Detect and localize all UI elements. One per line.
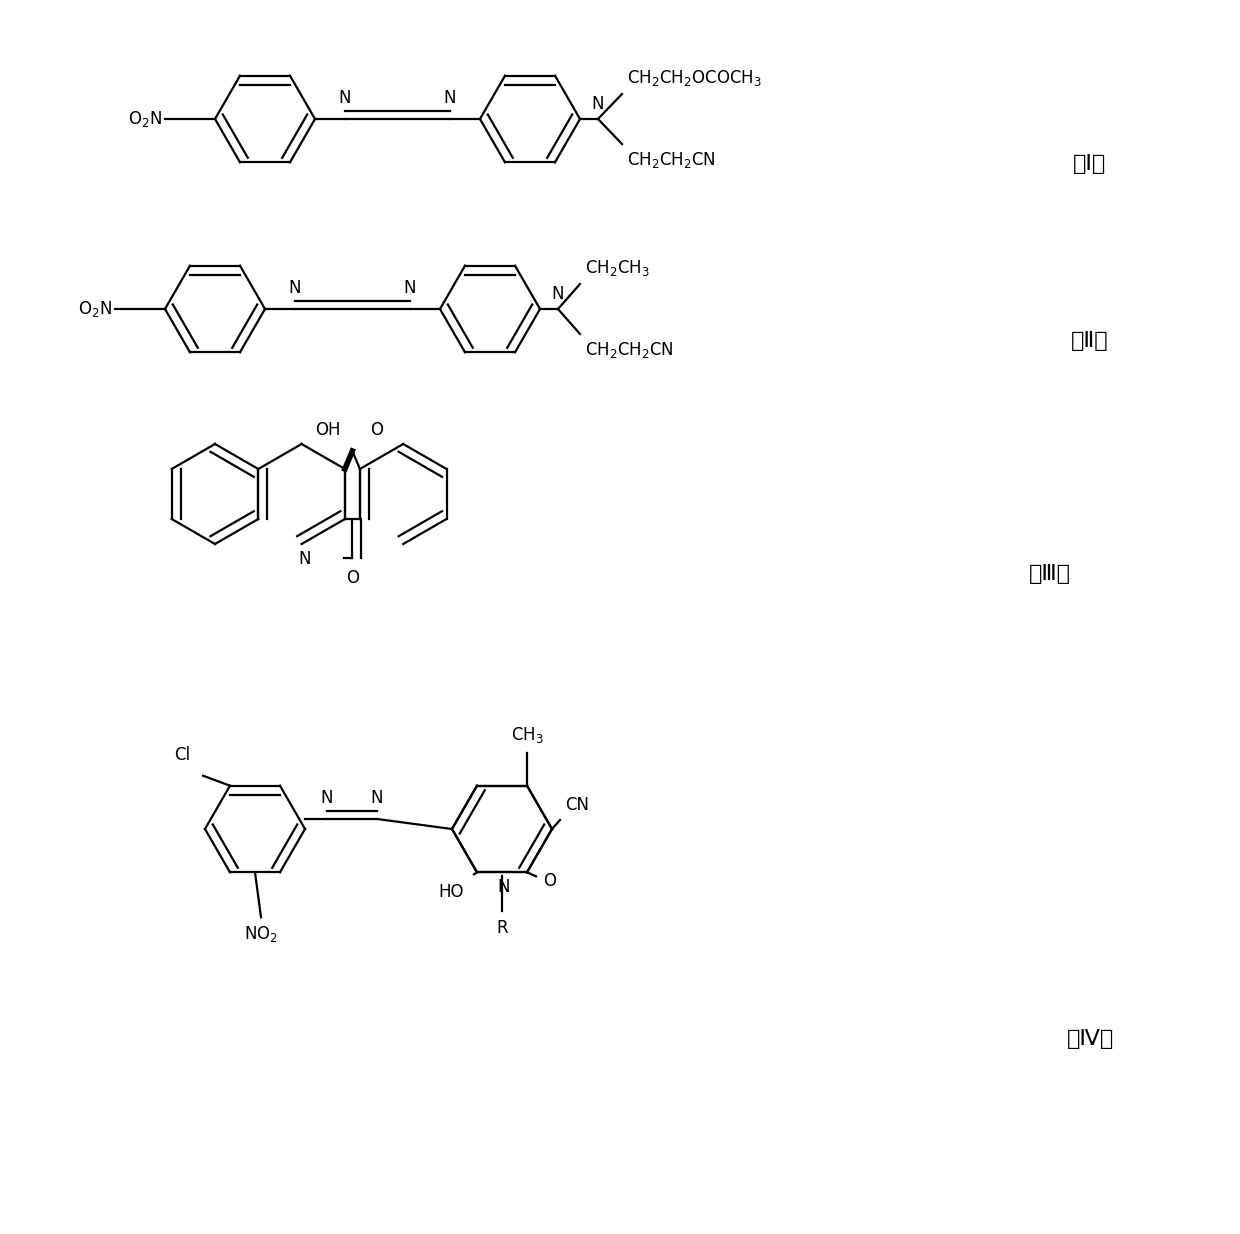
Text: （Ⅰ）: （Ⅰ） <box>1074 154 1106 174</box>
Text: OH: OH <box>315 421 341 439</box>
Text: N: N <box>289 279 301 297</box>
Text: N: N <box>339 89 351 107</box>
Text: O: O <box>346 569 358 587</box>
Text: O: O <box>543 872 556 890</box>
Text: CH$_2$CH$_3$: CH$_2$CH$_3$ <box>585 258 650 278</box>
Text: O$_2$N: O$_2$N <box>128 109 162 130</box>
Text: CH$_2$CH$_2$CN: CH$_2$CH$_2$CN <box>627 151 715 170</box>
Text: CH$_2$CH$_2$OCOCH$_3$: CH$_2$CH$_2$OCOCH$_3$ <box>627 68 761 88</box>
Text: N: N <box>444 89 456 107</box>
Text: N: N <box>591 95 604 114</box>
Text: N: N <box>552 285 564 304</box>
Text: （Ⅲ）: （Ⅲ） <box>1029 564 1071 584</box>
Text: O: O <box>371 421 383 439</box>
Text: HO: HO <box>439 884 464 901</box>
Text: N: N <box>371 789 383 807</box>
Text: CN: CN <box>565 796 589 814</box>
Text: R: R <box>496 919 508 938</box>
Text: N: N <box>299 550 311 568</box>
Text: （Ⅱ）: （Ⅱ） <box>1071 331 1109 350</box>
Text: （Ⅳ）: （Ⅳ） <box>1066 1029 1114 1049</box>
Text: CH$_3$: CH$_3$ <box>511 724 543 744</box>
Text: N: N <box>497 879 510 896</box>
Text: CH$_2$CH$_2$CN: CH$_2$CH$_2$CN <box>585 341 673 360</box>
Text: N: N <box>321 789 334 807</box>
Text: Cl: Cl <box>174 745 190 764</box>
Text: O$_2$N: O$_2$N <box>78 299 112 320</box>
Text: N: N <box>404 279 417 297</box>
Text: NO$_2$: NO$_2$ <box>244 924 278 944</box>
